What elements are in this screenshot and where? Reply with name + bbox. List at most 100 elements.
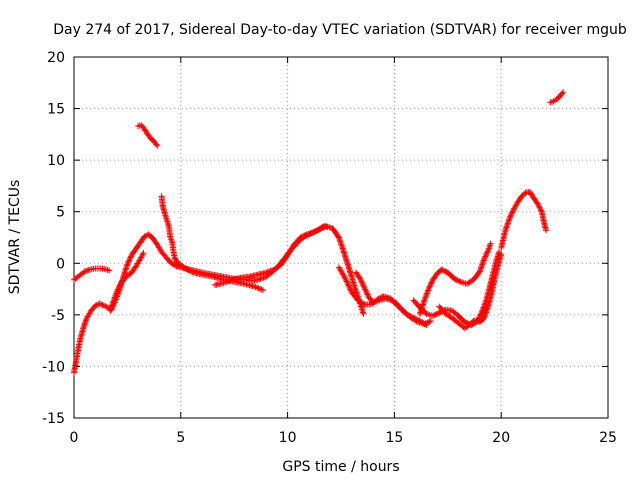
plus-marker bbox=[509, 209, 516, 216]
plus-marker bbox=[99, 301, 106, 308]
plus-marker bbox=[482, 253, 489, 260]
plus-marker bbox=[543, 227, 550, 234]
plus-marker bbox=[534, 200, 541, 207]
plus-marker bbox=[124, 261, 131, 268]
plus-marker bbox=[538, 207, 545, 214]
plus-marker bbox=[440, 267, 447, 274]
plus-marker bbox=[126, 256, 133, 263]
plus-marker bbox=[413, 318, 420, 325]
plus-marker bbox=[81, 268, 88, 275]
plus-marker bbox=[224, 278, 231, 285]
plus-marker bbox=[128, 253, 135, 260]
plus-marker bbox=[268, 267, 275, 274]
plus-marker bbox=[427, 282, 434, 289]
plus-marker bbox=[535, 201, 542, 208]
series-arc-13 bbox=[547, 89, 567, 106]
plus-marker bbox=[481, 256, 488, 263]
plus-marker bbox=[83, 268, 90, 275]
plus-marker bbox=[263, 269, 270, 276]
plus-marker bbox=[127, 254, 134, 261]
plus-marker bbox=[254, 276, 261, 283]
plus-marker bbox=[125, 258, 132, 265]
plus-marker bbox=[310, 229, 317, 236]
x-tick-label: 25 bbox=[599, 430, 617, 446]
series-arc-3 bbox=[107, 249, 147, 314]
plus-marker bbox=[477, 311, 484, 318]
data-marks bbox=[71, 89, 567, 376]
x-tick-label: 5 bbox=[176, 430, 185, 446]
plus-marker bbox=[115, 285, 122, 292]
plus-marker bbox=[442, 268, 449, 275]
plus-marker bbox=[422, 294, 429, 301]
plus-marker bbox=[314, 227, 321, 234]
plus-marker bbox=[346, 285, 353, 292]
plus-marker bbox=[455, 277, 462, 284]
plus-marker bbox=[360, 282, 367, 289]
y-tick-label: 0 bbox=[56, 256, 65, 272]
y-tick-label: -5 bbox=[51, 308, 65, 324]
plus-marker bbox=[483, 250, 490, 257]
plus-marker bbox=[302, 232, 309, 239]
plus-marker bbox=[487, 240, 494, 247]
plus-marker bbox=[423, 319, 430, 326]
plus-marker bbox=[425, 287, 432, 294]
plus-marker bbox=[421, 297, 428, 304]
plus-marker bbox=[436, 309, 443, 316]
plus-marker bbox=[361, 285, 368, 292]
plus-marker bbox=[364, 291, 371, 298]
plus-marker bbox=[257, 285, 264, 292]
y-tick-label: -10 bbox=[42, 359, 65, 375]
plus-marker bbox=[508, 210, 515, 217]
plus-marker bbox=[506, 214, 513, 221]
series-arc-12 bbox=[498, 189, 550, 251]
plus-marker bbox=[438, 266, 445, 273]
plus-marker bbox=[116, 282, 123, 289]
x-tick-label: 20 bbox=[492, 430, 510, 446]
plus-marker bbox=[357, 277, 364, 284]
series-arc-9 bbox=[410, 248, 503, 329]
chart-title: Day 274 of 2017, Sidereal Day-to-day VTE… bbox=[53, 22, 627, 38]
plus-marker bbox=[426, 284, 433, 291]
plus-marker bbox=[340, 273, 347, 280]
plus-marker bbox=[434, 310, 441, 317]
plus-marker bbox=[422, 293, 429, 300]
plus-marker bbox=[185, 267, 192, 274]
plus-marker bbox=[188, 268, 195, 275]
plus-marker bbox=[482, 252, 489, 259]
plus-marker bbox=[341, 274, 348, 281]
y-tick-label: -15 bbox=[42, 411, 65, 427]
plus-marker bbox=[221, 279, 228, 286]
plus-marker bbox=[362, 287, 369, 294]
plus-marker bbox=[422, 320, 429, 327]
plus-marker bbox=[340, 271, 347, 278]
axis-ticks: 0 5 10 15 20 25 -15 -10 -5 0 5 10 15 20 bbox=[42, 50, 617, 446]
plus-marker bbox=[125, 259, 132, 266]
plus-marker bbox=[424, 288, 431, 295]
plus-marker bbox=[85, 266, 92, 273]
plus-marker bbox=[461, 319, 468, 326]
plus-marker bbox=[423, 291, 430, 298]
plus-marker bbox=[507, 212, 514, 219]
plus-marker bbox=[126, 257, 133, 264]
plus-marker bbox=[425, 286, 432, 293]
plus-marker bbox=[220, 279, 227, 286]
plus-marker bbox=[299, 233, 306, 240]
plus-marker bbox=[359, 281, 366, 288]
plus-marker bbox=[342, 275, 349, 282]
y-tick-label: 20 bbox=[47, 50, 65, 66]
plus-marker bbox=[226, 277, 233, 284]
plus-marker bbox=[312, 228, 319, 235]
x-tick-label: 10 bbox=[279, 430, 297, 446]
plus-marker bbox=[162, 213, 169, 220]
plus-marker bbox=[267, 268, 274, 275]
plus-marker bbox=[427, 318, 434, 325]
plus-marker bbox=[316, 226, 323, 233]
plot-frame bbox=[73, 56, 609, 419]
series-arc-8 bbox=[352, 269, 434, 328]
plus-marker bbox=[456, 278, 463, 285]
plus-marker bbox=[297, 234, 304, 241]
plus-marker bbox=[429, 278, 436, 285]
plus-marker bbox=[439, 267, 446, 274]
plus-marker bbox=[428, 280, 435, 287]
plus-marker bbox=[452, 276, 459, 283]
